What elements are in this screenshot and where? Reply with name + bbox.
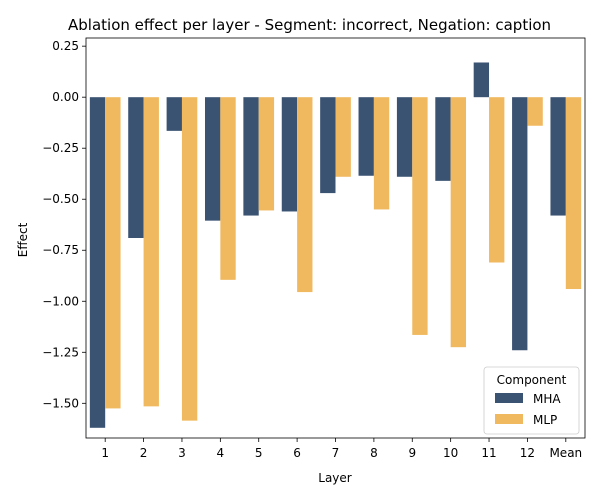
bar-mha-layer-6	[281, 97, 298, 212]
bar-mlp-layer-7	[335, 97, 351, 177]
bar-mlp-layer-5	[258, 97, 275, 211]
x-tick-label: 3	[178, 446, 186, 460]
x-tick-label: Mean	[549, 446, 582, 460]
y-tick-label: −0.25	[42, 141, 79, 155]
y-tick-label: −1.50	[42, 396, 79, 410]
x-tick-label: 11	[481, 446, 496, 460]
y-axis: 0.25 0.00 −0.25 −0.50 −0.75 −1.00 −1.25 −1.50	[42, 39, 86, 410]
y-tick-label: 0.25	[52, 39, 79, 53]
bar-mlp-layer-8	[373, 97, 390, 210]
legend: Component MHA MLP	[483, 366, 580, 435]
y-tick-label: 0.00	[52, 90, 79, 104]
y-tick-label: −1.25	[42, 345, 79, 359]
bar-mlp-layer-6	[297, 97, 313, 293]
bar-mha-layer-11	[473, 62, 490, 98]
bar-mlp-layer-Mean	[565, 97, 582, 290]
x-tick-label: 2	[140, 446, 148, 460]
y-tick-label: −0.75	[42, 243, 79, 257]
x-axis-label: Layer	[318, 471, 352, 485]
bar-mlp-layer-3	[181, 97, 198, 421]
bar-mlp-layer-9	[412, 97, 428, 335]
bar-mha-layer-10	[435, 97, 451, 181]
x-tick-label: 7	[332, 446, 340, 460]
y-tick-label: −0.50	[42, 192, 79, 206]
y-tick-label: −1.00	[42, 294, 79, 308]
bar-mha-layer-2	[128, 97, 144, 238]
bar-mha-layer-7	[320, 97, 336, 194]
bar-mlp-layer-1	[105, 97, 121, 409]
bar-mha-layer-9	[396, 97, 413, 177]
y-axis-label: Effect	[16, 222, 30, 257]
x-tick-label: 6	[293, 446, 301, 460]
x-tick-label: 4	[217, 446, 225, 460]
bar-mha-layer-4	[204, 97, 221, 221]
x-tick-label: 8	[370, 446, 378, 460]
bar-mha-layer-5	[243, 97, 259, 216]
bar-mlp-layer-4	[220, 97, 236, 280]
bar-mha-layer-8	[358, 97, 374, 176]
x-tick-label: 9	[408, 446, 416, 460]
bar-mlp-layer-2	[143, 97, 159, 407]
x-tick-label: 12	[520, 446, 535, 460]
bar-mha-layer-1	[89, 97, 106, 428]
x-tick-label: 10	[443, 446, 458, 460]
bar-mha-layer-Mean	[550, 97, 566, 216]
legend-swatch-mha	[495, 393, 523, 403]
legend-swatch-mlp	[495, 414, 523, 424]
x-tick-label: 1	[101, 446, 109, 460]
bar-mha-layer-3	[166, 97, 182, 131]
x-axis: 1 2 3 4 5 6 7 8 9 10 11 12 Mean	[101, 438, 582, 460]
plot-area	[85, 37, 586, 439]
legend-label-mha: MHA	[533, 392, 561, 406]
bar-mlp-layer-11	[489, 97, 505, 263]
bar-mlp-layer-10	[450, 97, 467, 348]
bar-mlp-layer-12	[527, 97, 543, 126]
legend-label-mlp: MLP	[533, 413, 557, 427]
chart-title: Ablation effect per layer - Segment: inc…	[68, 16, 551, 34]
legend-title: Component	[497, 373, 567, 387]
x-tick-label: 5	[255, 446, 263, 460]
bar-mha-layer-12	[512, 97, 528, 351]
